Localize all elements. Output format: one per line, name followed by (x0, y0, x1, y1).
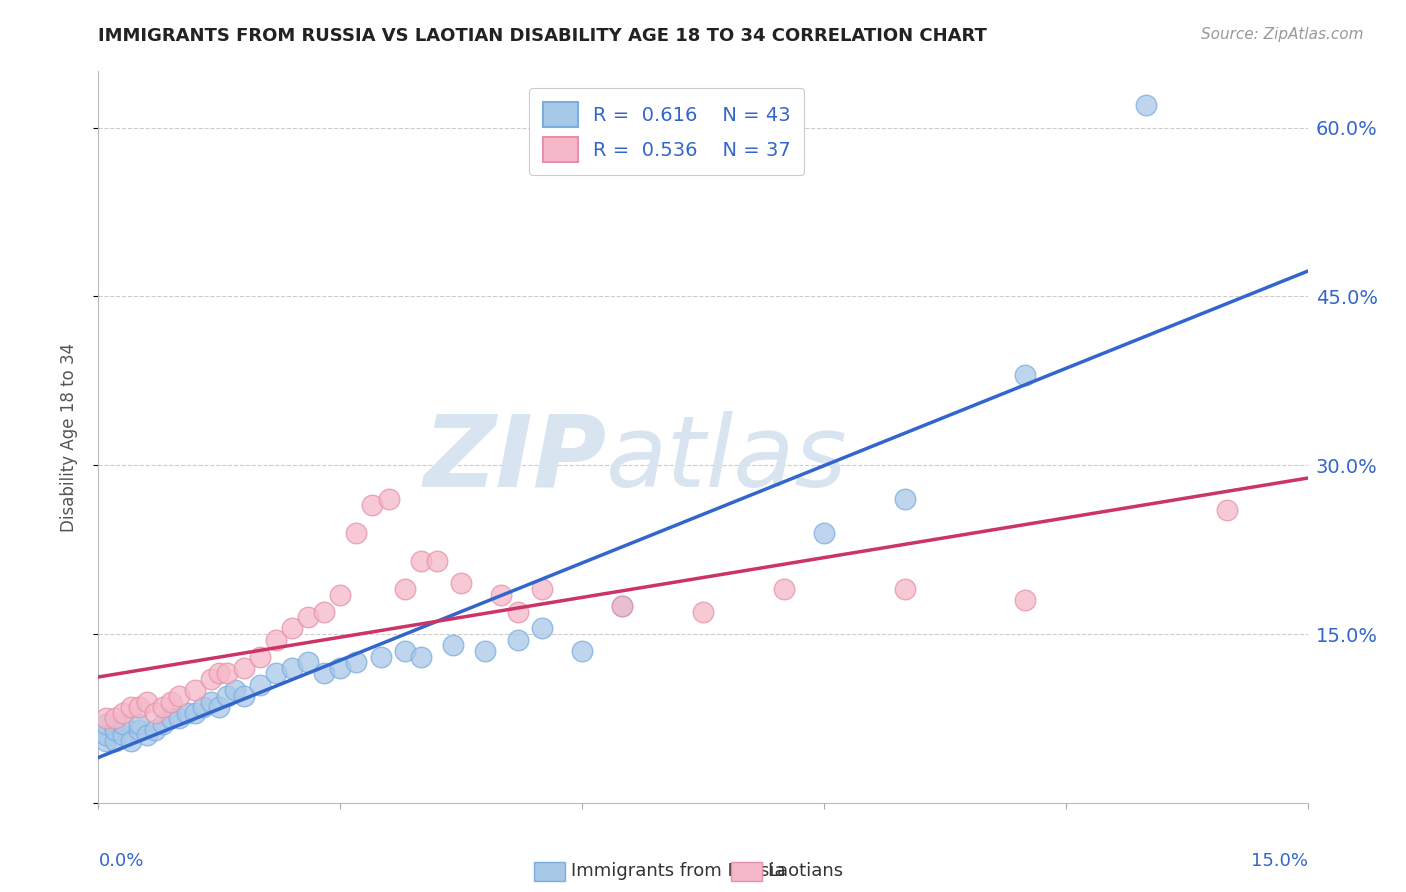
Point (184, 683, 207, 698)
Point (111, 706, 134, 720)
Point (135, 728, 157, 742)
Point (103, 711, 125, 725)
Point (314, 605, 336, 619)
Point (612, 599, 634, 613)
Point (441, 638, 464, 652)
Text: ZIP: ZIP (423, 410, 606, 508)
Point (111, 717, 134, 731)
Point (160, 711, 183, 725)
Point (1135, 98, 1157, 112)
Point (128, 700, 150, 714)
Point (1014, 368, 1036, 383)
Point (96, 734, 118, 748)
Point (409, 554, 432, 568)
Point (297, 655, 319, 669)
Point (135, 694, 157, 708)
Point (344, 525, 367, 540)
Text: Laotians: Laotians (768, 863, 844, 880)
Point (152, 717, 174, 731)
Point (111, 728, 134, 742)
Point (184, 706, 207, 720)
Point (96, 717, 118, 731)
Text: IMMIGRANTS FROM RUSSIA VS LAOTIAN DISABILITY AGE 18 TO 34 CORRELATION CHART: IMMIGRANTS FROM RUSSIA VS LAOTIAN DISABI… (98, 27, 987, 45)
Point (394, 582, 416, 596)
Point (329, 661, 352, 675)
Point (1216, 503, 1239, 517)
Point (344, 655, 367, 669)
Point (506, 632, 529, 647)
Point (232, 661, 254, 675)
Point (361, 498, 384, 512)
Point (281, 621, 304, 635)
Point (893, 491, 915, 506)
Point (167, 711, 190, 725)
Point (167, 689, 190, 703)
Point (249, 678, 271, 692)
Point (217, 689, 239, 703)
Point (474, 644, 496, 658)
Point (394, 644, 416, 658)
Point (96, 728, 118, 742)
Point (128, 717, 150, 731)
Point (893, 582, 915, 596)
Point (612, 599, 634, 613)
Point (208, 666, 231, 681)
Point (329, 588, 352, 602)
Point (491, 588, 513, 602)
Point (1014, 593, 1036, 607)
Point (264, 632, 287, 647)
Point (160, 694, 183, 708)
Point (426, 554, 449, 568)
Point (103, 723, 125, 737)
Point (264, 666, 287, 681)
Point (377, 491, 399, 506)
Point (370, 649, 392, 664)
Point (176, 706, 198, 720)
Point (813, 525, 835, 540)
Point (224, 683, 246, 698)
Point (143, 723, 166, 737)
Point (530, 582, 553, 596)
Point (217, 666, 239, 681)
Text: 0.0%: 0.0% (98, 852, 143, 870)
Point (692, 605, 714, 619)
Point (297, 610, 319, 624)
Point (143, 706, 166, 720)
Y-axis label: Disability Age 18 to 34: Disability Age 18 to 34 (59, 343, 77, 532)
Point (200, 694, 222, 708)
Point (450, 576, 472, 591)
Point (506, 605, 529, 619)
Point (281, 661, 304, 675)
Point (200, 672, 222, 686)
Point (96, 711, 118, 725)
Point (530, 621, 553, 635)
Text: Source: ZipAtlas.com: Source: ZipAtlas.com (1201, 27, 1364, 42)
Point (409, 649, 432, 664)
Point (571, 644, 593, 658)
Point (249, 649, 271, 664)
Point (120, 700, 142, 714)
Legend: R =  0.616    N = 43, R =  0.536    N = 37: R = 0.616 N = 43, R = 0.536 N = 37 (529, 88, 804, 176)
Point (772, 582, 794, 596)
Point (208, 700, 231, 714)
Point (152, 700, 174, 714)
Point (232, 689, 254, 703)
Point (314, 666, 336, 681)
Point (193, 700, 215, 714)
Text: 15.0%: 15.0% (1250, 852, 1308, 870)
Text: atlas: atlas (606, 410, 848, 508)
Point (120, 734, 142, 748)
Point (128, 723, 150, 737)
Point (103, 734, 125, 748)
Text: Immigrants from Russia: Immigrants from Russia (571, 863, 786, 880)
